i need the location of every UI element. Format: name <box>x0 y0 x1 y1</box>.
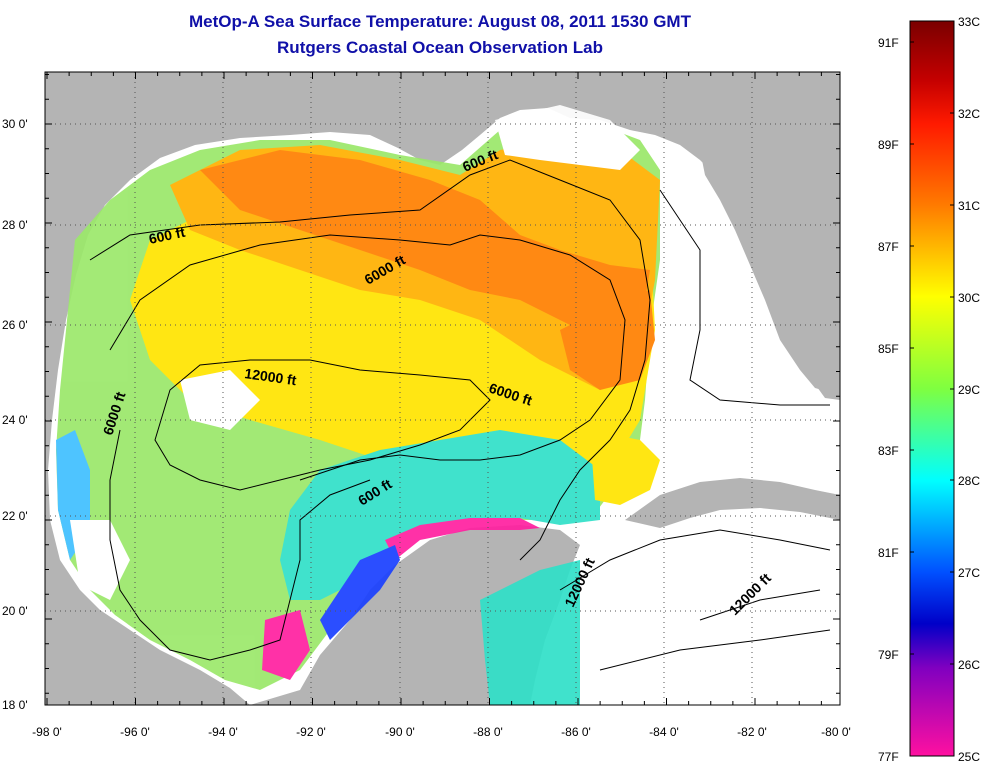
x-tick-label: -90 0' <box>385 725 415 739</box>
contour-12000ft-east <box>559 529 831 671</box>
colorbar-celsius-label: 33C <box>958 15 980 29</box>
colorbar-fahrenheit-label: 79F <box>878 648 899 662</box>
colorbar-celsius-label: 30C <box>958 291 980 305</box>
map-subtitle: Rutgers Coastal Ocean Observation Lab <box>277 38 603 57</box>
colorbar-fahrenheit-label: 89F <box>878 138 899 152</box>
grid-lines <box>45 72 840 705</box>
colorbar-celsius-label: 31C <box>958 199 980 213</box>
map-title: MetOp-A Sea Surface Temperature: August … <box>189 12 691 31</box>
x-tick-label: -82 0' <box>737 725 767 739</box>
x-axis: -98 0' -96 0' -94 0' -92 0' -90 0' -88 0… <box>32 725 851 739</box>
colorbar-fahrenheit-label: 77F <box>878 750 899 764</box>
colorbar: 33C 32C 31C 30C 29C 28C 27C 26C 25C 91F … <box>878 15 980 764</box>
contour-12000ft <box>154 359 491 491</box>
contour-600ft-south <box>109 429 371 661</box>
colorbar-celsius-label: 27C <box>958 566 980 580</box>
contour-florida-shelf <box>659 189 830 406</box>
y-axis: 30 0' 28 0' 26 0' 24 0' 22 0' 20 0' 18 0… <box>2 117 28 712</box>
bathymetry-contours <box>89 159 831 671</box>
x-tick-label: -92 0' <box>296 725 326 739</box>
colorbar-celsius-label: 29C <box>958 383 980 397</box>
colorbar-celsius-label: 25C <box>958 750 980 764</box>
y-tick-label: 28 0' <box>2 218 28 232</box>
colorbar-scale <box>909 20 955 757</box>
x-tick-label: -80 0' <box>821 725 851 739</box>
colorbar-celsius-label: 28C <box>958 474 980 488</box>
y-tick-label: 30 0' <box>2 117 28 131</box>
colorbar-fahrenheit-label: 87F <box>878 240 899 254</box>
y-tick-label: 22 0' <box>2 509 28 523</box>
colorbar-fahrenheit-label: 91F <box>878 36 899 50</box>
colorbar-celsius-label: 26C <box>958 658 980 672</box>
x-tick-label: -84 0' <box>649 725 679 739</box>
y-tick-label: 20 0' <box>2 604 28 618</box>
contour-label: 600 ft <box>147 224 186 247</box>
colorbar-fahrenheit-label: 81F <box>878 546 899 560</box>
colorbar-fahrenheit-label: 85F <box>878 342 899 356</box>
axis-minor-ticks <box>45 72 840 705</box>
x-tick-label: -98 0' <box>32 725 62 739</box>
x-tick-label: -88 0' <box>473 725 503 739</box>
land-cuba <box>625 478 840 528</box>
contour-6000ft <box>109 234 626 481</box>
land-florida <box>700 80 840 395</box>
y-tick-label: 24 0' <box>2 413 28 427</box>
colorbar-fahrenheit-label: 83F <box>878 444 899 458</box>
y-tick-label: 18 0' <box>2 698 28 712</box>
y-tick-label: 26 0' <box>2 318 28 332</box>
x-tick-label: -94 0' <box>208 725 238 739</box>
x-tick-label: -96 0' <box>120 725 150 739</box>
colorbar-celsius-label: 32C <box>958 107 980 121</box>
sst-field <box>56 105 720 705</box>
x-tick-label: -86 0' <box>561 725 591 739</box>
plot-frame <box>44 71 841 706</box>
contour-600ft <box>89 159 651 561</box>
contour-label: 12000 ft <box>244 365 298 388</box>
